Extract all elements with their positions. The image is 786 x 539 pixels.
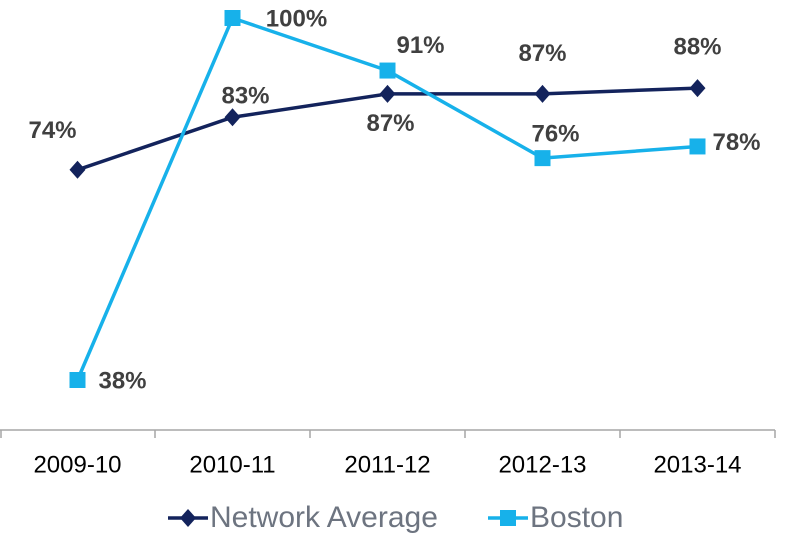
x-tick-label: 2009-10	[33, 451, 121, 478]
data-label: 38%	[98, 367, 146, 394]
marker	[69, 372, 86, 388]
marker	[180, 509, 196, 527]
legend-label: Boston	[530, 501, 623, 534]
marker	[689, 138, 706, 155]
marker	[379, 84, 396, 103]
data-label: 88%	[673, 33, 721, 60]
x-tick-label: 2010-11	[189, 451, 275, 478]
x-tick-label: 2011-12	[344, 451, 430, 478]
marker	[224, 108, 241, 127]
data-label: 83%	[221, 83, 269, 110]
data-label: 100%	[266, 5, 327, 32]
marker	[224, 10, 241, 26]
marker	[379, 62, 396, 79]
x-tick-label: 2012-13	[498, 451, 586, 478]
data-label: 76%	[531, 120, 579, 147]
data-label: 87%	[366, 110, 414, 137]
data-label: 87%	[518, 40, 566, 67]
x-tick-label: 2013-14	[653, 451, 741, 478]
marker	[69, 160, 86, 179]
data-label: 91%	[396, 32, 444, 59]
marker	[534, 84, 551, 103]
legend-label: Network Average	[210, 501, 438, 534]
marker	[534, 150, 551, 167]
marker	[689, 79, 706, 98]
data-label: 78%	[712, 129, 760, 156]
data-label: 74%	[28, 117, 76, 144]
marker	[500, 510, 516, 526]
